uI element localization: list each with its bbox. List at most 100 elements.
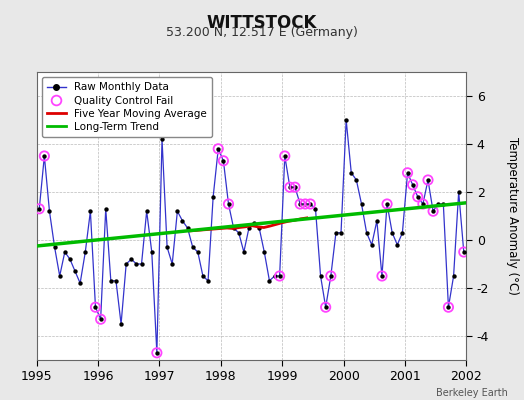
Point — [152, 350, 161, 356]
Point — [235, 230, 243, 236]
Point — [40, 153, 49, 159]
Point — [434, 201, 442, 207]
Point — [265, 278, 274, 284]
Point — [219, 158, 227, 164]
Point — [429, 208, 438, 214]
Point — [454, 189, 463, 195]
Point — [91, 304, 100, 310]
Point — [173, 208, 181, 214]
Point — [424, 177, 432, 183]
Point — [460, 249, 468, 255]
Point — [214, 146, 223, 152]
Point — [378, 273, 386, 279]
Point — [224, 201, 233, 207]
Point — [260, 249, 268, 255]
Point — [132, 261, 140, 267]
Point — [214, 146, 223, 152]
Point — [316, 273, 325, 279]
Point — [424, 177, 432, 183]
Point — [193, 249, 202, 255]
Point — [45, 208, 53, 214]
Point — [388, 230, 396, 236]
Point — [398, 230, 407, 236]
Point — [419, 201, 427, 207]
Point — [393, 242, 401, 248]
Text: 53.200 N, 12.517 E (Germany): 53.200 N, 12.517 E (Germany) — [166, 26, 358, 39]
Point — [189, 244, 197, 250]
Point — [81, 249, 90, 255]
Point — [66, 256, 74, 262]
Point — [403, 170, 412, 176]
Point — [35, 206, 43, 212]
Point — [291, 184, 299, 190]
Point — [107, 278, 115, 284]
Point — [383, 201, 391, 207]
Text: Berkeley Earth: Berkeley Earth — [436, 388, 508, 398]
Point — [408, 182, 417, 188]
Point — [50, 244, 59, 250]
Point — [71, 268, 79, 274]
Point — [450, 273, 458, 279]
Point — [352, 177, 361, 183]
Point — [408, 182, 417, 188]
Point — [378, 273, 386, 279]
Point — [301, 201, 309, 207]
Point — [326, 273, 335, 279]
Point — [40, 153, 49, 159]
Text: WITTSTOCK: WITTSTOCK — [207, 14, 317, 32]
Point — [306, 201, 314, 207]
Point — [439, 201, 447, 207]
Point — [342, 117, 351, 123]
Point — [276, 273, 284, 279]
Point — [61, 249, 69, 255]
Point — [383, 201, 391, 207]
Point — [255, 225, 264, 231]
Y-axis label: Temperature Anomaly (°C): Temperature Anomaly (°C) — [506, 137, 519, 295]
Point — [239, 249, 248, 255]
Point — [322, 304, 330, 310]
Point — [460, 249, 468, 255]
Point — [76, 280, 84, 286]
Point — [429, 208, 438, 214]
Point — [363, 230, 371, 236]
Point — [137, 261, 146, 267]
Point — [112, 278, 120, 284]
Point — [168, 261, 177, 267]
Point — [291, 184, 299, 190]
Point — [301, 201, 309, 207]
Point — [444, 304, 453, 310]
Point — [280, 153, 289, 159]
Point — [413, 194, 422, 200]
Point — [96, 316, 105, 322]
Point — [143, 208, 151, 214]
Point — [199, 273, 207, 279]
Point — [230, 225, 238, 231]
Point — [373, 218, 381, 224]
Point — [347, 170, 355, 176]
Point — [311, 206, 320, 212]
Point — [403, 170, 412, 176]
Point — [183, 225, 192, 231]
Point — [444, 304, 453, 310]
Legend: Raw Monthly Data, Quality Control Fail, Five Year Moving Average, Long-Term Tren: Raw Monthly Data, Quality Control Fail, … — [42, 77, 212, 137]
Point — [152, 350, 161, 356]
Point — [122, 261, 130, 267]
Point — [250, 220, 258, 226]
Point — [413, 194, 422, 200]
Point — [306, 201, 314, 207]
Point — [178, 218, 187, 224]
Point — [204, 278, 212, 284]
Point — [286, 184, 294, 190]
Point — [419, 201, 427, 207]
Point — [322, 304, 330, 310]
Point — [296, 201, 304, 207]
Point — [276, 273, 284, 279]
Point — [86, 208, 94, 214]
Point — [117, 321, 125, 327]
Point — [367, 242, 376, 248]
Point — [56, 273, 64, 279]
Point — [148, 249, 156, 255]
Point — [96, 316, 105, 322]
Point — [286, 184, 294, 190]
Point — [280, 153, 289, 159]
